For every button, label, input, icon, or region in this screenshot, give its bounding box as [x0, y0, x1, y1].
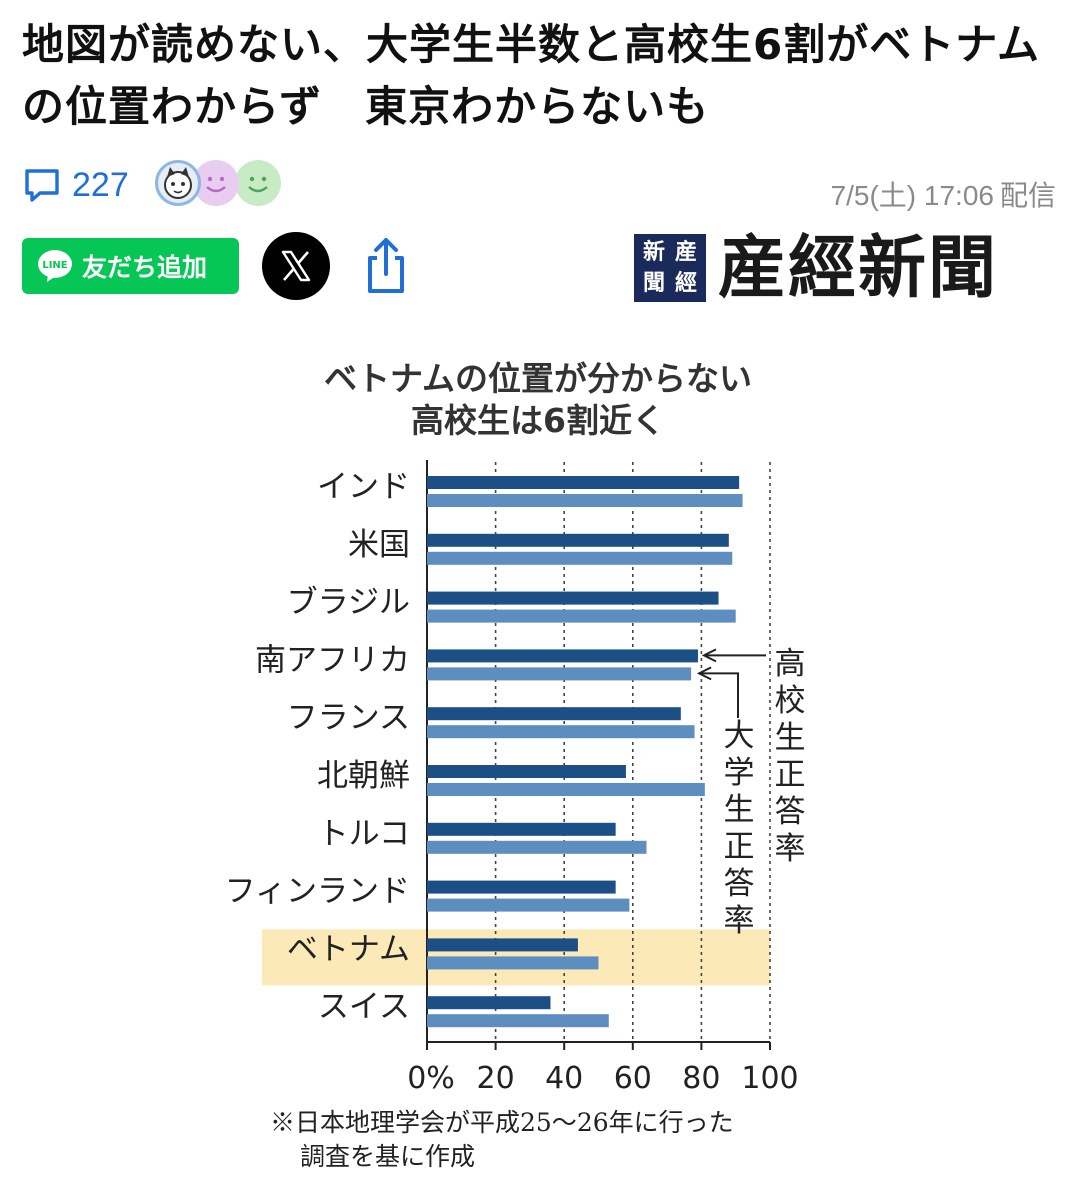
article-headline: 地図が読めない、大学生半数と高校生6割がベトナムの位置わからず 東京わからないも — [22, 20, 1040, 131]
x-tick-label: 100 — [741, 1061, 798, 1096]
line-icon: LINE — [38, 250, 72, 282]
bar-chart: 0% 20 40 60 80 100 インド米国ブラジル南アフリカフランス北朝鮮トルコフィン… — [225, 460, 806, 1096]
bar-high-school — [427, 707, 681, 721]
bar-high-school — [427, 880, 616, 894]
annotation-high-school: 高校生正答率 — [775, 646, 806, 867]
avatar — [155, 160, 201, 206]
bar-high-school — [427, 476, 740, 489]
bar-university — [427, 898, 630, 912]
category-label: スイス — [318, 989, 410, 1025]
bar-university — [427, 1014, 609, 1028]
bar-high-school — [427, 649, 698, 663]
category-label: ブラジル — [287, 585, 410, 621]
smile-avatar-icon — [206, 176, 226, 193]
category-label: トルコ — [318, 816, 410, 852]
category-label: フランス — [287, 700, 410, 736]
x-tick-label: 80 — [682, 1061, 720, 1096]
bar-high-school — [427, 996, 551, 1010]
bar-high-school — [427, 938, 578, 952]
seal-char: 聞 — [642, 270, 665, 296]
x-tick-label: 40 — [545, 1061, 583, 1096]
article-chart-image: ベトナムの位置が分からない 高校生は6割近く 0% 20 40 60 80 100 インド米… — [0, 330, 1076, 1178]
category-label: 米国 — [348, 527, 410, 563]
category-label: インド — [317, 469, 410, 505]
bar-high-school — [427, 765, 626, 778]
category-label: 南アフリカ — [255, 642, 410, 678]
x-tick-label: 60 — [614, 1061, 652, 1096]
bar-university — [427, 840, 647, 854]
chart-subtitle: 高校生は6割近く — [411, 401, 665, 440]
x-share-button[interactable] — [262, 232, 330, 300]
timestamp-suffix: 配信 — [999, 180, 1056, 211]
seal-char: 經 — [674, 270, 697, 296]
chart-note-line-1: ※日本地理学会が平成25〜26年に行った — [270, 1108, 734, 1137]
annotation-arrowhead-university — [696, 666, 712, 681]
share-button[interactable] — [358, 232, 414, 298]
publisher-name: 産經新聞 — [718, 228, 999, 308]
seal-char: 新 — [642, 239, 665, 265]
x-tick-label: 20 — [477, 1061, 515, 1096]
article-meta-row: 227 7/5(土) 17:06 配信 — [22, 160, 1056, 211]
chart-note-line-2: 調査を基に作成 — [300, 1142, 476, 1171]
annotation-arrow-university — [699, 672, 739, 718]
comment-count: 227 — [72, 165, 129, 204]
x-logo-icon — [281, 250, 311, 282]
bar-university — [427, 551, 733, 565]
bar-university — [427, 783, 705, 796]
bar-university — [427, 956, 599, 970]
bar-university — [427, 494, 743, 507]
share-row: LINE 友だち追加 新 産 聞 經 産經新聞 — [22, 228, 1056, 308]
line-icon-text: LINE — [42, 260, 67, 271]
publish-timestamp: 7/5(土) 17:06 配信 — [831, 174, 1056, 214]
publisher-logo[interactable]: 新 産 聞 經 産經新聞 — [634, 228, 1056, 308]
cat-avatar-icon — [164, 167, 192, 199]
chart-title: ベトナムの位置が分からない — [323, 359, 752, 398]
share-icon — [368, 238, 404, 293]
annotation-arrowhead-high-school — [701, 648, 717, 663]
line-button-label: 友だち追加 — [82, 253, 208, 282]
annotation-university: 大学生正答率 — [724, 718, 755, 939]
timestamp-value: 7/5(土) 17:06 — [830, 180, 994, 211]
avatar — [235, 160, 281, 206]
bar-high-school — [427, 533, 729, 547]
seal-char: 産 — [674, 239, 697, 265]
bar-high-school — [427, 822, 616, 836]
bar-high-school — [427, 591, 719, 605]
bar-university — [427, 667, 692, 681]
category-label: ベトナム — [287, 931, 410, 967]
line-add-friend-button[interactable]: LINE 友だち追加 — [22, 238, 239, 294]
comment-button[interactable]: 227 — [22, 162, 129, 208]
smile-avatar-icon — [248, 176, 268, 193]
category-label: フィンランド — [225, 874, 410, 910]
comment-icon — [25, 169, 59, 202]
bar-university — [427, 609, 736, 623]
category-label: 北朝鮮 — [317, 758, 410, 794]
bar-university — [427, 725, 695, 739]
publisher-seal: 新 産 聞 經 — [634, 234, 706, 302]
x-tick-label: 0% — [407, 1061, 455, 1096]
